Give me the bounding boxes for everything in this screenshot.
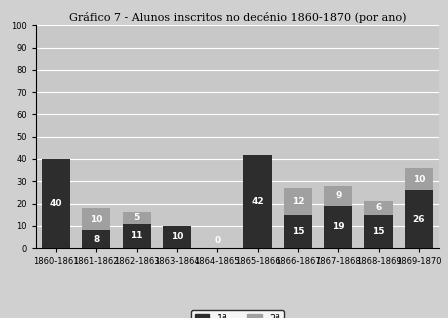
Bar <box>365 215 393 248</box>
Bar <box>324 206 352 248</box>
Text: 12: 12 <box>292 197 304 206</box>
Text: 8: 8 <box>93 235 99 244</box>
Bar <box>244 155 271 248</box>
Bar <box>123 224 151 248</box>
Text: 42: 42 <box>251 197 264 206</box>
Legend: 1ª, 2ª: 1ª, 2ª <box>191 310 284 318</box>
Bar <box>284 188 312 215</box>
Text: 0: 0 <box>214 236 220 245</box>
Text: 15: 15 <box>372 227 385 236</box>
Bar <box>82 230 111 248</box>
Bar <box>324 186 352 206</box>
Text: 19: 19 <box>332 222 345 232</box>
Text: 9: 9 <box>335 191 341 200</box>
Text: 6: 6 <box>375 204 382 212</box>
Bar <box>163 226 191 248</box>
Text: 11: 11 <box>130 231 143 240</box>
Bar <box>405 168 433 190</box>
Text: 10: 10 <box>90 215 103 224</box>
Bar <box>42 159 70 248</box>
Title: Gráfico 7 - Alunos inscritos no decénio 1860-1870 (por ano): Gráfico 7 - Alunos inscritos no decénio … <box>69 12 406 23</box>
Text: 10: 10 <box>413 175 425 183</box>
Text: 5: 5 <box>134 213 140 223</box>
Bar <box>82 208 111 230</box>
Bar <box>405 190 433 248</box>
Text: 10: 10 <box>171 232 183 241</box>
Bar <box>123 212 151 224</box>
Text: 40: 40 <box>50 199 62 208</box>
Bar <box>284 215 312 248</box>
Bar <box>365 201 393 215</box>
Text: 26: 26 <box>413 215 425 224</box>
Text: 15: 15 <box>292 227 304 236</box>
